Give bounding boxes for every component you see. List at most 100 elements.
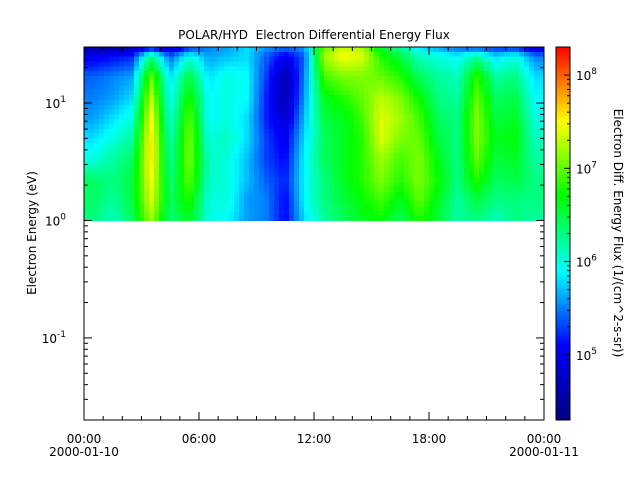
heatmap-cell — [534, 167, 540, 173]
heatmap-cell — [449, 148, 455, 154]
heatmap-cell — [394, 90, 400, 96]
heatmap-cell — [149, 162, 155, 169]
heatmap-cell — [109, 80, 115, 87]
heatmap-cell — [484, 119, 490, 125]
heatmap-cell — [414, 90, 420, 96]
heatmap-cell — [124, 143, 130, 149]
heatmap-cell — [109, 75, 115, 82]
heatmap-cell — [194, 143, 200, 149]
heatmap-cell — [354, 181, 360, 188]
heatmap-cell — [364, 51, 370, 58]
heatmap-cell — [319, 201, 325, 207]
heatmap-cell — [264, 186, 270, 193]
heatmap-cell — [94, 177, 100, 183]
heatmap-cell — [464, 138, 470, 144]
heatmap-cell — [389, 66, 395, 72]
heatmap-cell — [509, 119, 515, 125]
heatmap-cell — [224, 51, 230, 58]
heatmap-cell — [439, 71, 445, 77]
heatmap-cell — [319, 177, 325, 183]
heatmap-cell — [189, 191, 195, 197]
heatmap-cell — [179, 210, 185, 217]
heatmap-cell — [454, 138, 460, 144]
heatmap-cell — [354, 210, 360, 217]
heatmap-cell — [274, 47, 280, 53]
heatmap-cell — [344, 71, 350, 77]
heatmap-cell — [359, 181, 365, 188]
heatmap-cell — [384, 215, 390, 222]
heatmap-cell — [369, 191, 375, 197]
heatmap-cell — [519, 104, 525, 111]
heatmap-cell — [484, 104, 490, 111]
heatmap-cell — [324, 56, 330, 63]
heatmap-cell — [204, 75, 210, 82]
heatmap-cell — [399, 128, 405, 135]
heatmap-cell — [409, 124, 415, 130]
heatmap-cell — [144, 172, 150, 178]
heatmap-cell — [229, 109, 235, 116]
heatmap-cell — [539, 177, 545, 183]
heatmap-cell — [294, 66, 300, 72]
heatmap-cell — [264, 138, 270, 144]
heatmap-cell — [219, 196, 225, 202]
heatmap-cell — [539, 51, 545, 58]
heatmap-cell — [259, 177, 265, 183]
heatmap-cell — [434, 201, 440, 207]
heatmap-cell — [179, 90, 185, 96]
heatmap-cell — [254, 61, 260, 67]
heatmap-cell — [449, 104, 455, 111]
heatmap-cell — [254, 196, 260, 202]
heatmap-cell — [479, 177, 485, 183]
heatmap-cell — [199, 100, 205, 106]
heatmap-cell — [224, 181, 230, 188]
heatmap-cell — [239, 109, 245, 116]
heatmap-cell — [504, 109, 510, 116]
heatmap-cell — [419, 215, 425, 222]
heatmap-cell — [444, 181, 450, 188]
heatmap-cell — [459, 186, 465, 193]
heatmap-cell — [89, 191, 95, 197]
heatmap-cell — [489, 215, 495, 222]
heatmap-cell — [254, 157, 260, 164]
heatmap-cell — [184, 80, 190, 87]
heatmap-cell — [499, 66, 505, 72]
heatmap-cell — [254, 75, 260, 82]
heatmap-cell — [189, 206, 195, 212]
heatmap-cell — [304, 114, 310, 120]
heatmap-cell — [124, 157, 130, 164]
heatmap-cell — [279, 66, 285, 72]
heatmap-cell — [409, 104, 415, 111]
heatmap-cell — [514, 210, 520, 217]
heatmap-cell — [259, 124, 265, 130]
heatmap-cell — [214, 75, 220, 82]
heatmap-cell — [454, 177, 460, 183]
heatmap-cell — [209, 196, 215, 202]
heatmap-cell — [454, 172, 460, 178]
y-axis-label: Electron Energy (eV) — [25, 171, 39, 295]
heatmap-cell — [264, 56, 270, 63]
heatmap-cell — [144, 143, 150, 149]
heatmap-cell — [349, 47, 355, 53]
heatmap-cell — [369, 95, 375, 101]
heatmap-cell — [214, 201, 220, 207]
heatmap-cell — [244, 66, 250, 72]
heatmap-cell — [149, 124, 155, 130]
heatmap-cell — [104, 191, 110, 197]
heatmap-cell — [229, 162, 235, 169]
heatmap-cell — [539, 201, 545, 207]
heatmap-cell — [314, 172, 320, 178]
heatmap-cell — [244, 80, 250, 87]
heatmap-cell — [109, 148, 115, 154]
heatmap-cell — [429, 66, 435, 72]
heatmap-cell — [89, 196, 95, 202]
heatmap-cell — [434, 119, 440, 125]
heatmap-cell — [514, 177, 520, 183]
heatmap-cell — [154, 186, 160, 193]
heatmap-cell — [324, 210, 330, 217]
heatmap-cell — [234, 80, 240, 87]
heatmap-cell — [309, 191, 315, 197]
heatmap-cell — [339, 148, 345, 154]
heatmap-cell — [389, 119, 395, 125]
heatmap-cell — [489, 128, 495, 135]
heatmap-cell — [294, 215, 300, 222]
